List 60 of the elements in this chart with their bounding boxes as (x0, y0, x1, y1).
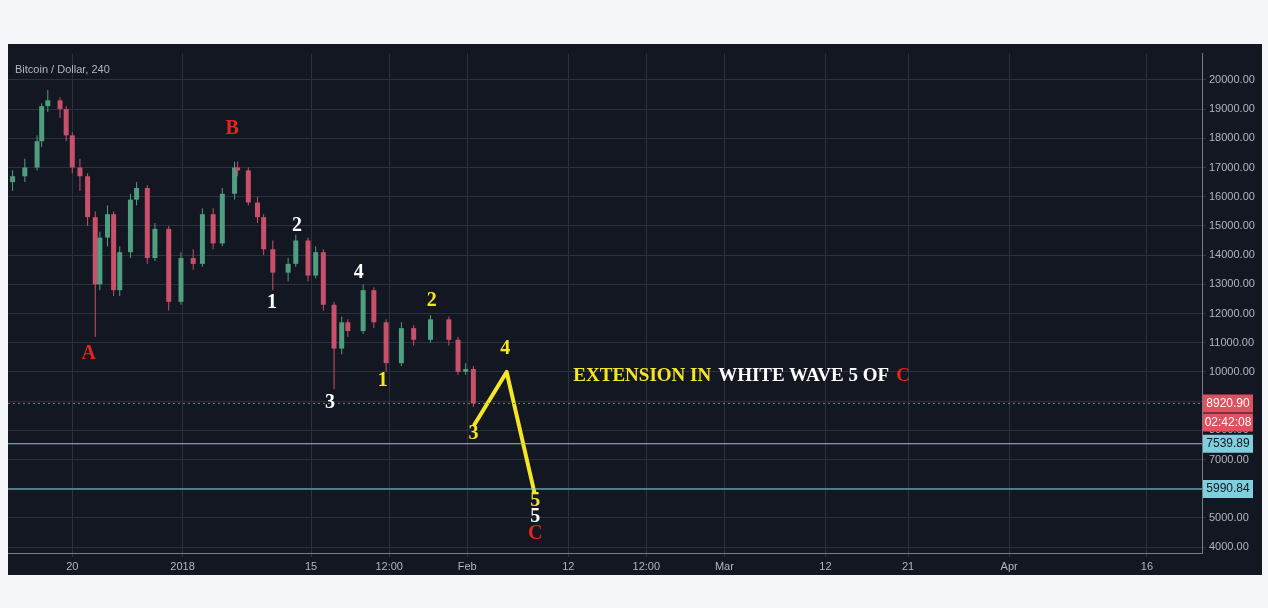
x-tick-label: 20 (66, 559, 79, 572)
candlestick (105, 204, 110, 247)
y-tick-label: 17000.00 (1209, 160, 1255, 173)
candlestick (293, 234, 299, 268)
y-tick-label: 12000.00 (1209, 306, 1255, 319)
candlestick (57, 96, 63, 119)
y-tick-label: 18000.00 (1209, 131, 1255, 144)
y-tick-label: 7000.00 (1209, 452, 1249, 465)
text: 02:42:08 (1204, 414, 1252, 429)
x-tick-label: 15 (304, 559, 318, 572)
x-tick-label: Feb (457, 559, 477, 572)
x-tick-label: 21 (901, 559, 915, 572)
y-tick-label: 19000.00 (1209, 102, 1255, 115)
y-tick-label: 11000.00 (1209, 335, 1255, 348)
annotation: 1 (267, 289, 278, 312)
annotation: 2 (426, 288, 437, 311)
candlestick (285, 257, 291, 282)
x-tick-label: 16 (1140, 559, 1154, 572)
y-tick-label: 10000.00 (1209, 364, 1255, 377)
candlestick (10, 169, 16, 192)
candlestick (77, 158, 83, 192)
annotation: WHITE WAVE 5 OF (718, 364, 890, 386)
ref-line-label: 7539.89 (1206, 436, 1251, 451)
y-tick-label: 5000.00 (1209, 510, 1249, 523)
x-tick-label: 2018 (170, 559, 195, 572)
annotation: C (896, 364, 911, 386)
ref-line-label: 5990.84 (1206, 481, 1251, 496)
candlestick (446, 315, 452, 347)
y-tick-label: 15000.00 (1209, 218, 1255, 231)
annotation: B (225, 116, 239, 139)
y-tick-label: 14000.00 (1209, 248, 1255, 261)
x-tick-label: 12 (562, 559, 575, 572)
x-tick-label: Mar (714, 559, 735, 572)
annotation: 1 (377, 368, 388, 391)
candlestick (22, 158, 28, 183)
candlestick (427, 314, 433, 344)
x-tick-label: 12 (819, 559, 832, 572)
annotation: 3 (324, 390, 335, 413)
candlestick (190, 248, 196, 271)
y-tick-label: 4000.00 (1209, 540, 1249, 553)
annotation: A (81, 340, 97, 363)
candlestick (45, 89, 51, 113)
annotation: 3 (468, 421, 479, 444)
annotation: 2 (292, 213, 303, 236)
annotation: 4 (353, 259, 364, 282)
candlestick (255, 196, 261, 224)
x-tick-label: Apr (1000, 559, 1019, 572)
x-tick-label: 12:00 (375, 559, 403, 572)
text: Bitcoin / Dollar, 240 (15, 62, 110, 75)
y-tick-label: 16000.00 (1209, 189, 1255, 202)
annotation: 4 (500, 336, 511, 359)
y-tick-label: 13000.00 (1209, 277, 1255, 290)
candlestick (270, 240, 276, 291)
ref-line-label: 8920.90 (1206, 395, 1251, 410)
candlestick (411, 324, 417, 347)
candlestick (313, 245, 319, 279)
y-tick-label: 20000.00 (1209, 72, 1255, 85)
x-tick-label: 12:00 (632, 559, 661, 572)
annotation: EXTENSION IN (573, 364, 712, 386)
candlestick (134, 181, 140, 206)
